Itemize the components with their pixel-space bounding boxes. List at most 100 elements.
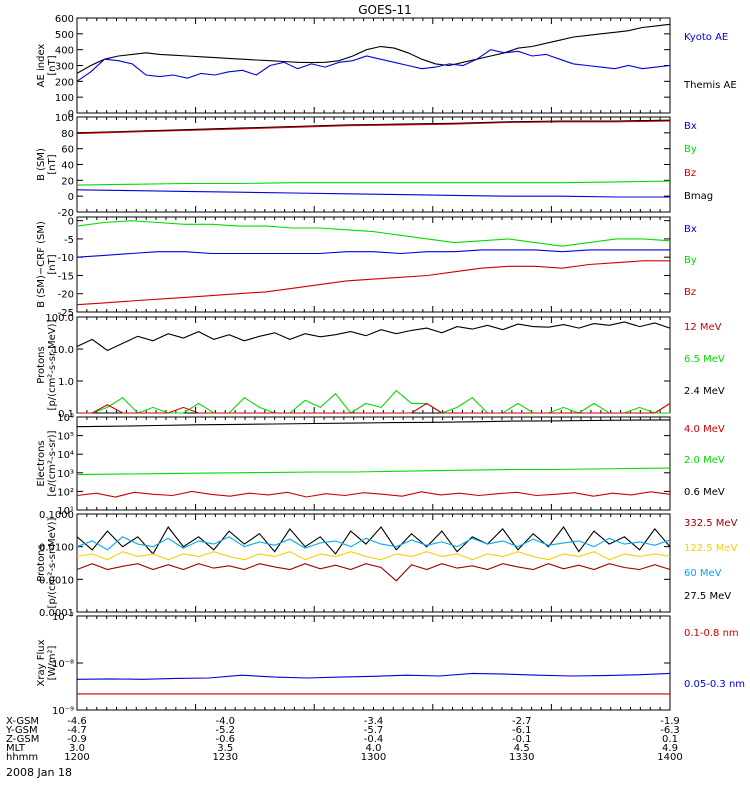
y-tick-label: 0 bbox=[68, 192, 74, 203]
series-line bbox=[76, 220, 671, 247]
y-tick-label: -15 bbox=[58, 271, 74, 282]
series-line bbox=[76, 551, 671, 561]
x-tick-label: -4.0 bbox=[215, 716, 235, 727]
y-tick-label: 200 bbox=[55, 77, 74, 88]
series-line bbox=[76, 119, 671, 134]
y-tick-label: 0.0001 bbox=[39, 608, 74, 619]
y-tick-label: 10¹ bbox=[57, 506, 74, 517]
series-line bbox=[76, 419, 671, 428]
series-line bbox=[76, 467, 671, 476]
y-tick-label: 600 bbox=[55, 14, 74, 25]
panel-6: 0.0001 0.0010 0.0100 0.1000 Protons [p/(cm²-s… bbox=[36, 510, 738, 619]
legend-entry: By bbox=[684, 144, 697, 155]
series-line bbox=[76, 563, 671, 582]
series-line bbox=[76, 536, 671, 551]
y-tick-label: 80 bbox=[61, 129, 74, 140]
y-tick-label: -25 bbox=[58, 308, 74, 319]
x-tick-label: 3.5 bbox=[217, 743, 233, 754]
legend-entry: 4.0 MeV bbox=[684, 424, 725, 435]
x-tick-label: 1330 bbox=[509, 752, 534, 763]
x-axis-labels: X-GSM -4.6 -4.0 -3.4 -2.7 -1.9 Y-GSM -4.7 -5.2 -5… bbox=[5, 716, 683, 763]
y-axis-label: Xray Flux bbox=[36, 639, 47, 686]
x-tick-label: -0.9 bbox=[67, 734, 87, 745]
legend-entry: 12 MeV bbox=[684, 322, 722, 333]
y-axis-label: B (SM)−CRF (SM) bbox=[36, 221, 47, 308]
legend-entry: 0.05-0.3 nm bbox=[684, 679, 745, 690]
x-tick-label: -6.1 bbox=[512, 725, 532, 736]
x-row-label: Z-GSM bbox=[6, 734, 39, 745]
panel-frame bbox=[76, 316, 671, 414]
x-row-label: Y-GSM bbox=[5, 725, 38, 736]
x-tick-label: 1230 bbox=[213, 752, 238, 763]
y-axis-label: [nT] bbox=[47, 154, 58, 174]
x-tick-label: 3.0 bbox=[69, 743, 85, 754]
x-tick-label: 4.9 bbox=[662, 743, 678, 754]
series-line bbox=[77, 389, 670, 414]
legend-entry: 2.0 MeV bbox=[684, 455, 725, 466]
series-line bbox=[76, 49, 671, 82]
x-tick-label: -1.9 bbox=[660, 716, 680, 727]
panel-frame bbox=[76, 416, 671, 511]
x-tick-label: 4.0 bbox=[366, 743, 382, 754]
series-line bbox=[76, 490, 671, 498]
series-line bbox=[76, 180, 671, 186]
y-tick-label: 10⁻⁹ bbox=[52, 706, 74, 717]
x-row-label: hhmm bbox=[6, 752, 38, 763]
y-tick-label: -20 bbox=[58, 208, 74, 219]
x-tick-label: -4.6 bbox=[67, 716, 87, 727]
legend-entry: 122.5 MeV bbox=[684, 543, 738, 554]
y-tick-label: 1.0 bbox=[58, 377, 74, 388]
y-tick-label: 0.0010 bbox=[39, 575, 74, 586]
legend-entry: 0.6 MeV bbox=[684, 487, 725, 498]
x-tick-label: 1200 bbox=[64, 752, 89, 763]
date-label: 2008 Jan 18 bbox=[6, 766, 72, 779]
x-tick-label: 1400 bbox=[657, 752, 682, 763]
y-tick-label: 500 bbox=[55, 30, 74, 41]
y-tick-label: -10 bbox=[58, 253, 74, 264]
legend-entry: 60 MeV bbox=[684, 568, 722, 579]
x-tick-label: -4.7 bbox=[67, 725, 87, 736]
y-axis-label: Electrons bbox=[36, 440, 47, 486]
y-tick-label: 100 bbox=[55, 113, 74, 124]
plot-title: GOES-11 bbox=[358, 3, 412, 17]
y-tick-label: 400 bbox=[55, 46, 74, 57]
y-axis-label: B (SM) bbox=[36, 148, 47, 181]
y-tick-label: 300 bbox=[55, 62, 74, 73]
series-line bbox=[76, 120, 671, 135]
y-tick-label: 10⁻⁷ bbox=[52, 612, 74, 623]
y-tick-label: 20 bbox=[61, 176, 74, 187]
y-axis-label: [e/(cm²-s-sr)] bbox=[47, 430, 58, 496]
y-axis-label: [p/(cm²-s-sr-MeV)] bbox=[47, 517, 58, 608]
series-line bbox=[76, 672, 671, 680]
x-tick-label: -0.4 bbox=[364, 734, 384, 745]
x-tick-label: -0.6 bbox=[215, 734, 235, 745]
y-tick-label: 100.0 bbox=[45, 313, 74, 324]
series-line bbox=[76, 260, 670, 306]
legend-entry: Themis AE bbox=[683, 80, 737, 91]
x-tick-label: 0.1 bbox=[662, 734, 678, 745]
series-line bbox=[76, 249, 670, 258]
series-line bbox=[76, 23, 671, 74]
legend-entry: By bbox=[684, 255, 697, 266]
x-tick-label: 1300 bbox=[361, 752, 386, 763]
x-tick-label: -0.1 bbox=[512, 734, 532, 745]
y-tick-label: 0.1000 bbox=[39, 510, 74, 521]
series-line bbox=[77, 402, 671, 414]
panel-7: 10⁻⁹ 10⁻⁸ 10⁻⁷ Xray Flux [W/m²] 0.1-0.8 nm 0.0… bbox=[36, 612, 745, 717]
legend-entry: Bmag bbox=[684, 191, 713, 202]
panel-frame bbox=[76, 513, 671, 613]
series-line bbox=[76, 321, 671, 352]
panel-1: 0 100 200 300 400 500 600 AE index [nT] Kyoto AE T… bbox=[36, 14, 737, 120]
x-tick-label: 4.5 bbox=[514, 743, 530, 754]
panel-3: -25 -20 -15 -10 -5 0 B (SM)−CRF (SM) [nT] Bx By Bz bbox=[36, 216, 697, 319]
legend-entry: Kyoto AE bbox=[684, 32, 728, 43]
y-axis-label: [nT] bbox=[47, 254, 58, 274]
y-tick-label: 0.1 bbox=[58, 409, 74, 420]
legend-entry: 332.5 MeV bbox=[684, 518, 738, 529]
y-tick-label: 10⁴ bbox=[57, 450, 74, 461]
x-tick-label: -2.7 bbox=[512, 716, 532, 727]
panel-5: 10¹ 10² 10³ 10⁴ 10⁵ 10⁶ Electrons [e/(cm²-s-sr)… bbox=[36, 413, 725, 517]
